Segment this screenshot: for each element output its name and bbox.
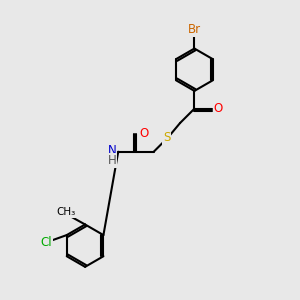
Text: O: O (139, 128, 148, 140)
Text: H: H (108, 154, 116, 167)
Text: O: O (214, 102, 223, 115)
Text: CH₃: CH₃ (57, 207, 76, 217)
Text: Br: Br (188, 23, 201, 36)
Text: Cl: Cl (40, 236, 52, 249)
Text: S: S (163, 131, 170, 144)
Text: N: N (108, 144, 116, 157)
